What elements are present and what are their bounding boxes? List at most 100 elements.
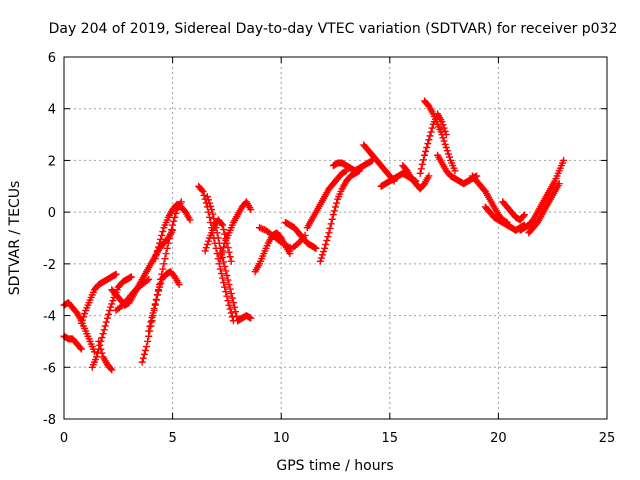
- data-point-plus: [100, 326, 108, 334]
- data-point-plus: [141, 346, 149, 354]
- data-point-plus: [217, 220, 225, 228]
- data-point-plus: [444, 150, 452, 158]
- y-tick-label: -8: [43, 413, 56, 428]
- data-point-plus: [519, 212, 527, 220]
- data-point-plus: [327, 220, 335, 228]
- x-axis-label: GPS time / hours: [276, 458, 393, 474]
- data-point-plus: [451, 167, 459, 175]
- data-point-plus: [147, 318, 155, 326]
- data-point-plus: [143, 343, 151, 351]
- data-point-plus: [164, 239, 172, 247]
- data-point-plus: [157, 279, 165, 287]
- data-point-plus: [152, 295, 160, 303]
- data-point-plus: [221, 230, 229, 238]
- data-point-plus: [332, 203, 339, 211]
- data-point-plus: [226, 285, 234, 293]
- data-point-plus: [321, 244, 329, 252]
- data-point-plus: [227, 257, 235, 265]
- data-point-plus: [221, 283, 229, 291]
- data-point-plus: [416, 169, 424, 177]
- data-point-plus: [326, 224, 334, 232]
- data-point-plus: [328, 215, 336, 223]
- data-point-plus: [439, 134, 447, 142]
- y-tick-labels: 6 4 2 0 -2 -4 -6 -8: [43, 51, 56, 428]
- data-point-plus: [423, 144, 431, 151]
- data-point-plus: [223, 271, 231, 279]
- data-point-plus: [293, 240, 301, 248]
- series-arc-9: [151, 200, 194, 263]
- data-point-plus: [144, 337, 152, 345]
- x-tick-label: 15: [382, 431, 399, 446]
- data-point-plus: [112, 270, 120, 278]
- data-point-plus: [161, 255, 169, 263]
- y-axis-label: SDTVAR / TECUs: [7, 181, 23, 296]
- data-point-plus: [201, 247, 209, 255]
- y-tick-label: 0: [48, 206, 56, 221]
- grid-lines: [64, 57, 607, 419]
- data-point-plus: [148, 314, 156, 322]
- data-point-plus: [323, 237, 331, 245]
- data-point-plus: [96, 341, 104, 349]
- data-point-plus: [219, 247, 227, 255]
- data-point-plus: [439, 121, 447, 129]
- data-point-plus: [159, 265, 167, 273]
- data-point-plus: [199, 187, 207, 195]
- data-point-plus: [316, 257, 324, 265]
- data-point-plus: [166, 230, 174, 238]
- data-point-plus: [219, 274, 227, 282]
- data-point-plus: [320, 248, 328, 256]
- data-point-plus: [152, 251, 160, 259]
- data-point-plus: [441, 127, 449, 135]
- data-point-plus: [204, 196, 212, 204]
- data-point-plus: [163, 244, 171, 252]
- series-arc-5: [77, 270, 120, 327]
- data-point-plus: [200, 191, 208, 199]
- data-point-plus: [227, 309, 235, 317]
- data-point-plus: [425, 172, 433, 180]
- data-point-plus: [171, 213, 179, 221]
- series-arc-21: [329, 156, 376, 175]
- data-point-plus: [106, 306, 114, 314]
- data-point-plus: [219, 221, 227, 229]
- data-point-plus: [214, 234, 222, 242]
- data-point-plus: [138, 358, 146, 366]
- series-arc-19: [303, 167, 350, 232]
- data-point-plus: [153, 247, 161, 255]
- data-point-plus: [560, 156, 568, 164]
- data-point-plus: [425, 136, 433, 144]
- data-point-plus: [97, 345, 105, 353]
- data-point-plus: [226, 253, 234, 261]
- data-point-plus: [440, 124, 448, 132]
- data-point-plus: [102, 318, 110, 326]
- data-point-plus: [175, 281, 183, 289]
- data-point-plus: [117, 303, 125, 311]
- data-point-plus: [90, 348, 98, 356]
- data-point-plus: [158, 231, 166, 239]
- data-point-plus: [203, 240, 211, 248]
- chart-title: Day 204 of 2019, Sidereal Day-to-day VTE…: [49, 21, 618, 37]
- data-point-plus: [417, 165, 425, 173]
- data-point-plus: [186, 216, 194, 224]
- data-point-plus: [225, 281, 233, 289]
- y-tick-label: 2: [48, 154, 56, 169]
- series-arc-15: [234, 312, 255, 325]
- y-tick-label: 4: [48, 103, 56, 118]
- data-point-plus: [139, 354, 147, 362]
- data-point-plus: [229, 299, 237, 307]
- x-tick-label: 25: [599, 431, 616, 446]
- data-point-plus: [146, 323, 154, 331]
- data-point-plus: [207, 202, 215, 210]
- data-point-plus: [103, 314, 111, 322]
- y-tick-label: -2: [43, 258, 56, 273]
- data-point-plus: [107, 303, 115, 311]
- data-point-plus: [329, 211, 337, 219]
- data-point-plus: [228, 294, 236, 302]
- data-point-plus: [322, 240, 330, 248]
- data-point-plus: [170, 217, 178, 225]
- data-point-plus: [220, 226, 228, 234]
- data-point-plus: [143, 277, 151, 285]
- data-point-plus: [210, 215, 218, 223]
- data-point-plus: [428, 124, 436, 132]
- series-arc-13: [203, 193, 242, 325]
